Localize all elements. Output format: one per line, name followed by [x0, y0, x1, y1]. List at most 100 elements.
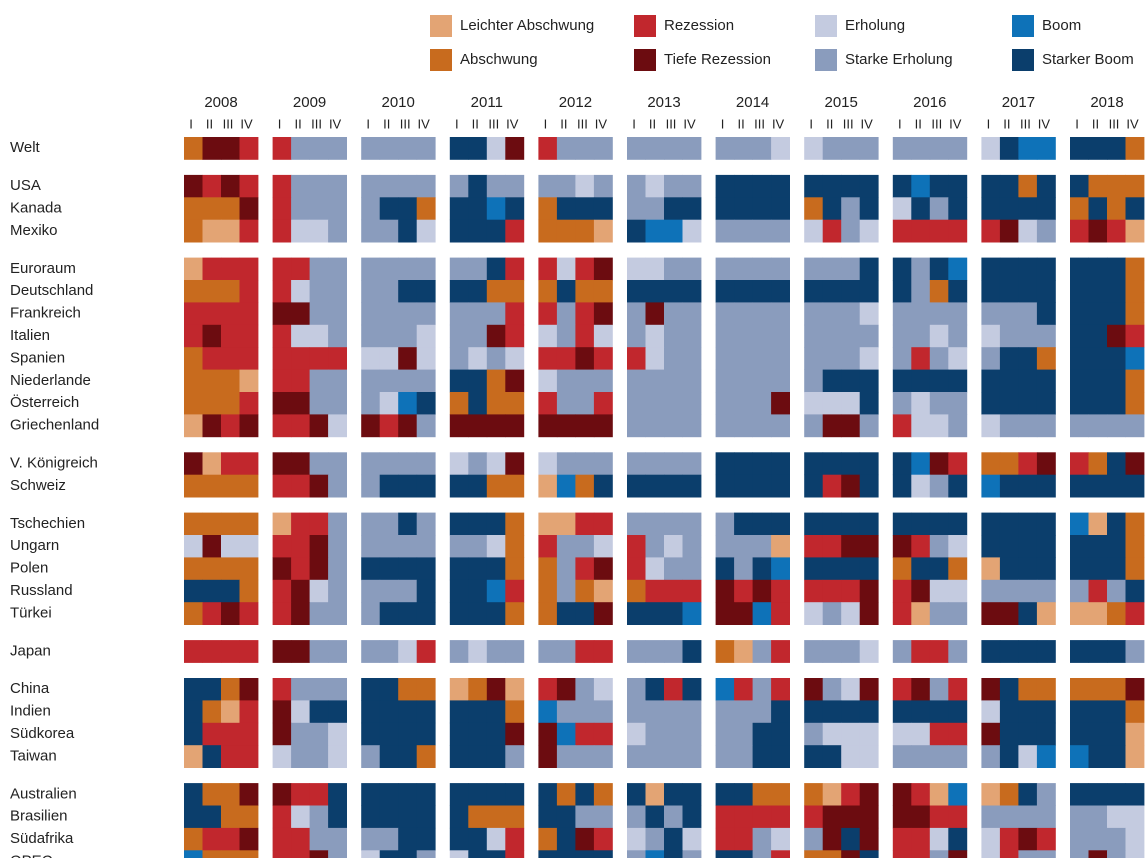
cell [981, 174, 1001, 198]
cell [981, 280, 1001, 303]
cell [859, 452, 879, 476]
cell [1018, 347, 1038, 370]
cell [593, 557, 613, 581]
cell [734, 280, 753, 303]
cell [221, 827, 240, 851]
cell [664, 722, 683, 746]
cell [645, 678, 665, 701]
cell [449, 700, 469, 724]
cell [627, 302, 646, 326]
cell [449, 174, 469, 198]
cell [538, 579, 558, 603]
cell [361, 137, 381, 160]
cell [948, 722, 968, 746]
cell [309, 557, 329, 581]
cell [981, 137, 1001, 160]
cell [734, 579, 753, 603]
cell [929, 722, 949, 746]
cell [468, 137, 488, 160]
cell [1125, 602, 1145, 625]
cell [981, 805, 1001, 829]
cell [272, 557, 292, 581]
cell [309, 257, 329, 281]
cell [398, 452, 418, 476]
cell [627, 535, 646, 558]
cell [398, 535, 418, 558]
cell [328, 257, 347, 281]
cell [1070, 535, 1089, 558]
cell [682, 474, 702, 498]
cell [1107, 579, 1126, 603]
cell [981, 579, 1001, 603]
cell [1018, 369, 1038, 393]
cell [1107, 640, 1126, 663]
cell [361, 535, 381, 558]
cell [361, 640, 381, 663]
cell [1036, 745, 1056, 768]
cell [734, 678, 753, 701]
cell [1018, 850, 1038, 863]
cell [416, 700, 436, 724]
cell [911, 219, 931, 243]
cell [1018, 722, 1038, 746]
cell [999, 219, 1019, 243]
cell [1088, 392, 1108, 415]
cell [948, 452, 968, 476]
row-label: Südkorea [10, 725, 75, 742]
cell [184, 452, 203, 476]
cell [771, 700, 790, 724]
row-label: Frankreich [10, 305, 81, 322]
cell [911, 602, 931, 625]
cell [184, 512, 203, 536]
cell [309, 602, 329, 625]
cell [892, 324, 912, 348]
cell [1088, 257, 1108, 281]
cell [221, 579, 240, 603]
cell [771, 850, 790, 863]
cell [1088, 535, 1108, 558]
cell [184, 392, 203, 415]
cell [911, 722, 931, 746]
cell [486, 197, 506, 221]
cell [822, 474, 842, 498]
cell [1018, 280, 1038, 303]
cell [184, 197, 203, 221]
cell [361, 324, 381, 348]
cell [556, 850, 576, 863]
cell [715, 602, 735, 625]
cell [575, 137, 595, 160]
cell [538, 602, 558, 625]
year-label: 2015 [825, 94, 858, 111]
cell [202, 324, 222, 348]
cell [1070, 219, 1089, 243]
cell [1125, 745, 1145, 768]
cell [416, 678, 436, 701]
cell [948, 678, 968, 701]
cell [771, 783, 790, 806]
cell [468, 827, 488, 851]
cell [892, 257, 912, 281]
cell [841, 302, 861, 326]
cell [309, 850, 329, 863]
quarter-label: III [577, 116, 588, 131]
cell [752, 324, 772, 348]
cell [981, 850, 1001, 863]
cell [398, 722, 418, 746]
cell [309, 324, 329, 348]
cell [1036, 602, 1056, 625]
cell [1125, 137, 1145, 160]
cell [505, 700, 525, 724]
cell [804, 347, 824, 370]
cell [752, 347, 772, 370]
cell [822, 579, 842, 603]
cell [822, 700, 842, 724]
cell [556, 324, 576, 348]
quarter-label: IV [329, 116, 342, 131]
cell [575, 452, 595, 476]
cell [948, 414, 968, 438]
cell [309, 280, 329, 303]
cell [1125, 369, 1145, 393]
cell [184, 474, 203, 498]
cell [575, 347, 595, 370]
cell [538, 827, 558, 851]
